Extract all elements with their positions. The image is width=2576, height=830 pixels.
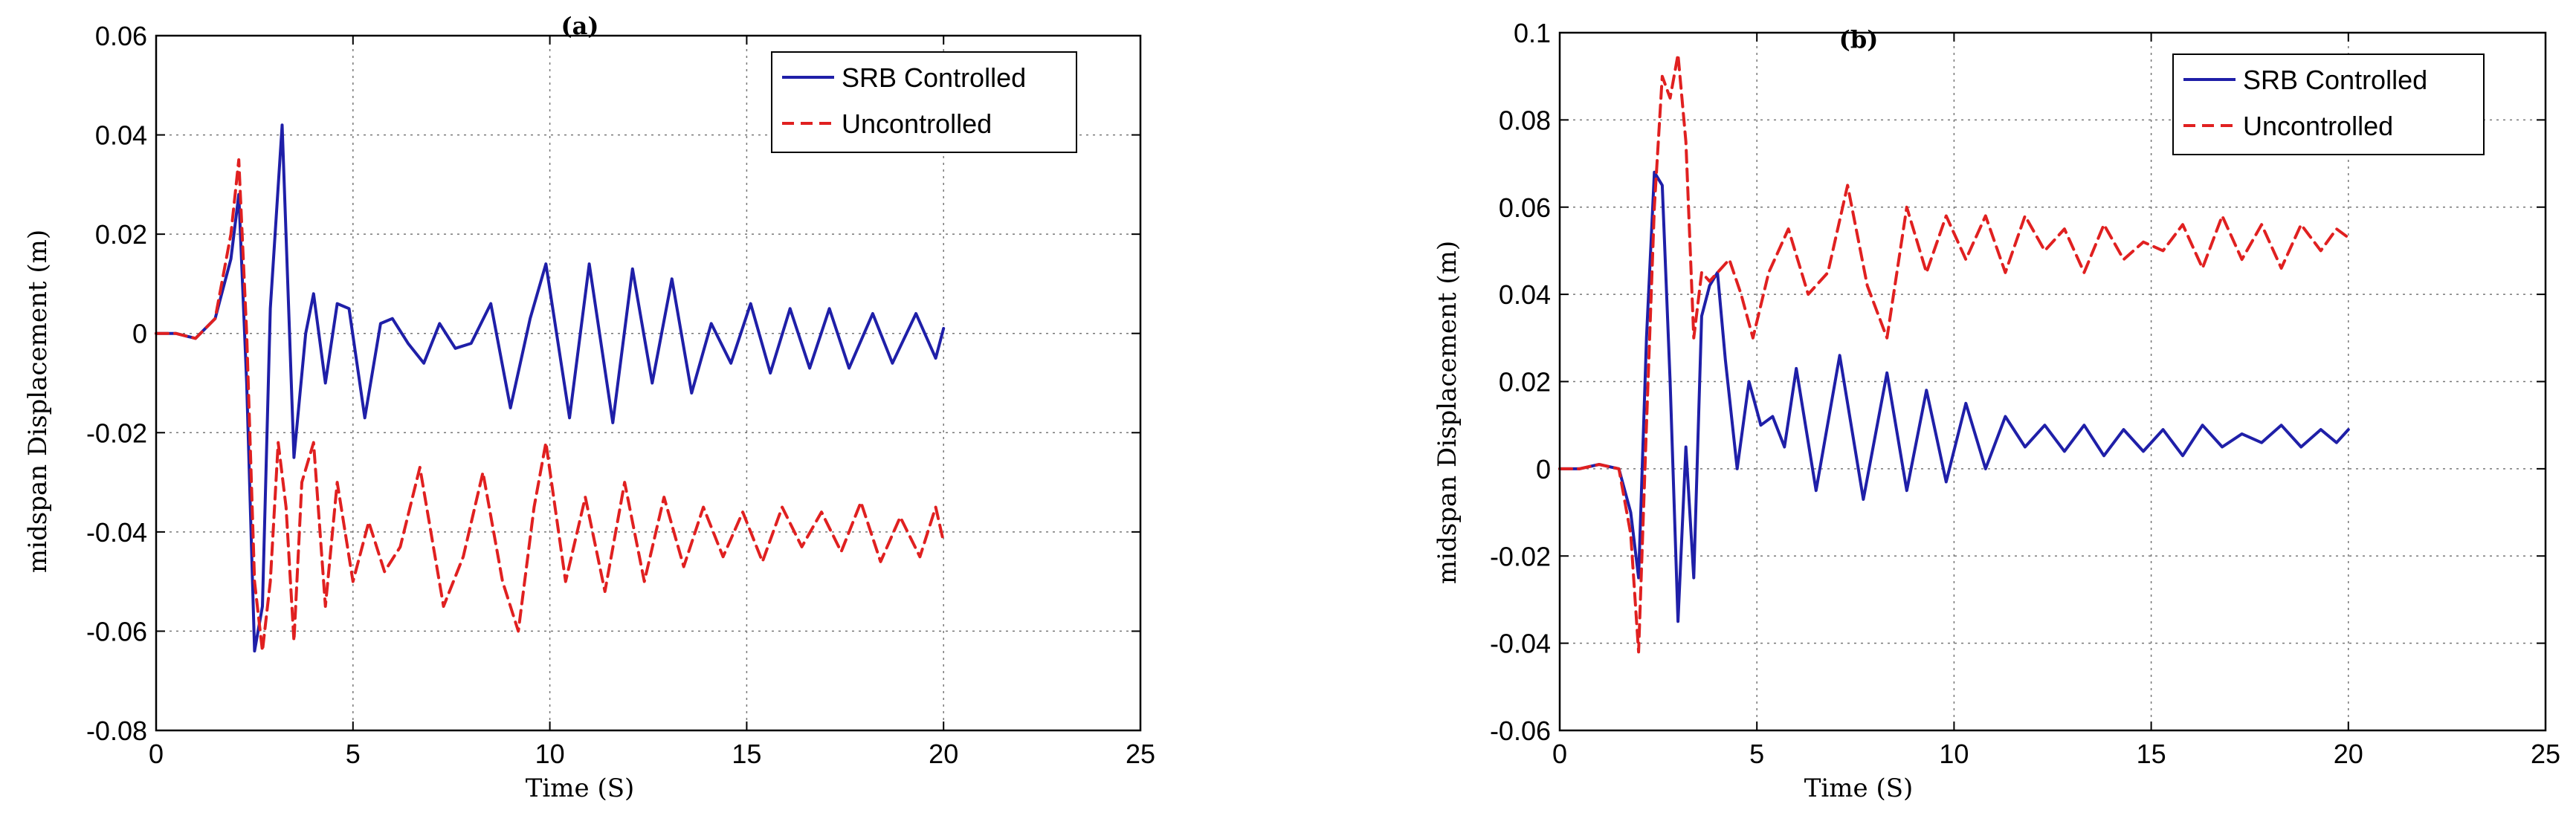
legend-label-srb-controlled: SRB Controlled: [2243, 65, 2427, 95]
series-line-uncontrolled: [1558, 53, 2350, 654]
x-axis-label: Time (S): [1804, 774, 1914, 803]
x-tick-label: 25: [2531, 739, 2560, 769]
y-ticks: -0.06 -0.04 -0.02 0 0.02 0.04 0.06 0.08 0.1: [1490, 18, 2546, 746]
x-tick-label: 25: [1126, 739, 1155, 769]
y-tick-label: -0.06: [1490, 716, 1551, 746]
y-tick-label: -0.02: [86, 418, 147, 448]
y-tick-label: 0: [1536, 454, 1551, 484]
y-tick-label: 0.02: [1499, 367, 1551, 398]
y-tick-label: -0.04: [1490, 629, 1551, 659]
legend-label-uncontrolled: Uncontrolled: [842, 108, 992, 139]
x-tick-label: 10: [535, 739, 565, 769]
y-tick-label: 0.1: [1514, 18, 1551, 48]
series-line-srb-controlled: [1558, 170, 2350, 623]
y-tick-label: 0.04: [95, 120, 147, 151]
legend: SRB Controlled Uncontrolled: [2172, 54, 2485, 155]
x-tick-label: 5: [1749, 739, 1764, 769]
y-tick-label: 0: [132, 319, 147, 349]
legend-label-uncontrolled: Uncontrolled: [2243, 111, 2393, 141]
plot-frame: [155, 34, 1142, 732]
y-tick-label: -0.08: [86, 716, 147, 746]
legend: SRB Controlled Uncontrolled: [771, 51, 1077, 153]
y-tick-label: 0.06: [95, 21, 147, 51]
series-lines: [1558, 53, 2350, 654]
x-tick-label: 20: [2334, 739, 2363, 769]
x-ticks: 0 5 10 15 20 25: [1552, 33, 2560, 769]
y-tick-label: -0.02: [1490, 541, 1551, 571]
legend-label-srb-controlled: SRB Controlled: [842, 62, 1026, 93]
plot-frame: [1558, 31, 2547, 732]
y-tick-label: 0.06: [1499, 192, 1551, 223]
y-tick-label: 0.04: [1499, 279, 1551, 310]
x-tick-label: 5: [346, 739, 361, 769]
series-line-srb-controlled: [155, 123, 946, 653]
x-tick-label: 10: [1939, 739, 1969, 769]
series-line-uncontrolled: [155, 158, 946, 653]
x-tick-label: 15: [732, 739, 761, 769]
y-tick-label: -0.06: [86, 616, 147, 646]
chart-title: (b): [1839, 25, 1879, 54]
y-tick-label: 0.08: [1499, 105, 1551, 135]
y-ticks: -0.08 -0.06 -0.04 -0.02 0 0.02 0.04 0.06: [86, 21, 1140, 746]
x-ticks: 0 5 10 15 20 25: [149, 36, 1155, 769]
y-axis-label: midspan Displacement (m): [23, 230, 53, 573]
x-tick-label: 0: [1552, 739, 1567, 769]
y-axis-label: midspan Displacement (m): [1433, 241, 1462, 584]
legend-box: [2172, 54, 2485, 155]
legend-box: [771, 51, 1077, 153]
x-tick-label: 20: [929, 739, 958, 769]
chart-panel-b: (b) Time (S) midspan Displacement (m) 0 5…: [1433, 18, 2560, 803]
series-lines: [155, 123, 946, 653]
x-tick-label: 15: [2137, 739, 2166, 769]
y-tick-label: -0.04: [86, 517, 147, 548]
x-axis-label: Time (S): [526, 774, 635, 803]
y-tick-label: 0.02: [95, 219, 147, 250]
x-tick-label: 0: [149, 739, 164, 769]
